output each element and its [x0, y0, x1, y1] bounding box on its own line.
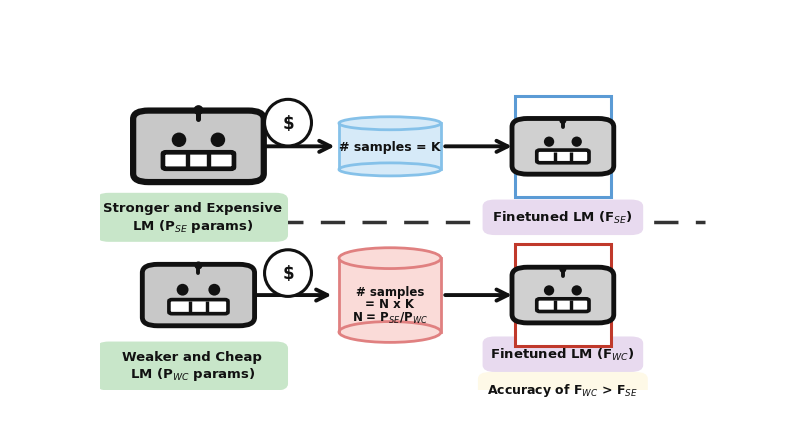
- FancyBboxPatch shape: [515, 96, 611, 198]
- Text: $: $: [282, 114, 294, 132]
- Ellipse shape: [571, 137, 582, 148]
- Ellipse shape: [194, 262, 202, 270]
- Text: Finetuned LM (F$_{WC}$): Finetuned LM (F$_{WC}$): [490, 346, 635, 362]
- Text: Weaker and Cheap
LM (P$_{WC}$ params): Weaker and Cheap LM (P$_{WC}$ params): [122, 350, 262, 382]
- Text: Accuracy of F$_{WC}$ > F$_{SE}$: Accuracy of F$_{WC}$ > F$_{SE}$: [488, 381, 638, 398]
- Bar: [339, 258, 441, 332]
- FancyBboxPatch shape: [536, 151, 589, 163]
- Bar: [339, 124, 441, 170]
- FancyBboxPatch shape: [512, 119, 614, 175]
- Ellipse shape: [210, 133, 226, 148]
- FancyBboxPatch shape: [133, 111, 264, 183]
- FancyBboxPatch shape: [478, 372, 648, 407]
- Text: $: $: [282, 265, 294, 283]
- FancyBboxPatch shape: [163, 153, 234, 170]
- Ellipse shape: [559, 118, 567, 125]
- Ellipse shape: [171, 133, 186, 148]
- Ellipse shape: [339, 322, 441, 343]
- Text: # samples = K: # samples = K: [339, 141, 441, 153]
- Ellipse shape: [339, 117, 441, 131]
- Ellipse shape: [571, 286, 582, 296]
- Text: N = P$_{SE}$/P$_{WC}$: N = P$_{SE}$/P$_{WC}$: [351, 310, 428, 325]
- FancyBboxPatch shape: [482, 337, 643, 372]
- FancyBboxPatch shape: [482, 200, 643, 236]
- Ellipse shape: [544, 137, 554, 148]
- FancyBboxPatch shape: [143, 265, 254, 326]
- Ellipse shape: [559, 266, 567, 273]
- FancyBboxPatch shape: [96, 342, 288, 391]
- Text: = N x K: = N x K: [366, 297, 414, 310]
- Text: Stronger and Expensive
LM (P$_{SE}$ params): Stronger and Expensive LM (P$_{SE}$ para…: [103, 201, 282, 234]
- FancyBboxPatch shape: [96, 193, 288, 242]
- Text: # samples: # samples: [355, 286, 424, 299]
- FancyBboxPatch shape: [515, 245, 611, 346]
- Text: Finetuned LM (F$_{SE}$): Finetuned LM (F$_{SE}$): [493, 210, 634, 226]
- FancyBboxPatch shape: [512, 268, 614, 323]
- Ellipse shape: [265, 250, 312, 297]
- FancyBboxPatch shape: [536, 299, 589, 312]
- Ellipse shape: [194, 106, 203, 116]
- Ellipse shape: [208, 284, 220, 296]
- Ellipse shape: [544, 286, 554, 296]
- Ellipse shape: [265, 100, 312, 147]
- Ellipse shape: [339, 163, 441, 177]
- Ellipse shape: [177, 284, 189, 296]
- FancyBboxPatch shape: [169, 300, 228, 314]
- Ellipse shape: [339, 248, 441, 269]
